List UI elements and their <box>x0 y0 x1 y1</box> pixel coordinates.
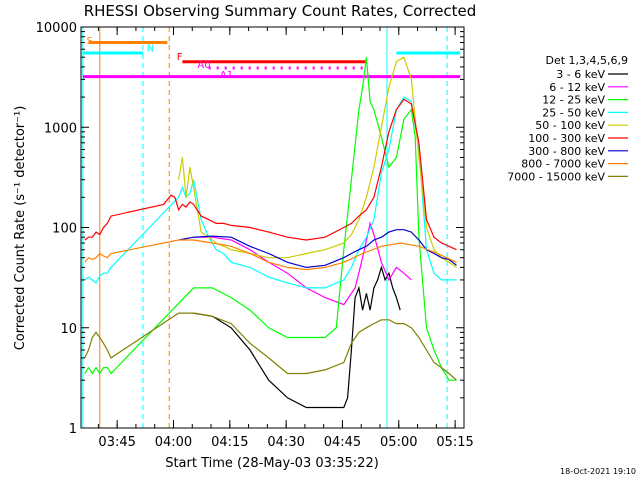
series-line <box>178 56 457 268</box>
legend-label: 50 - 100 keV <box>535 119 605 132</box>
x-tick-label: 04:00 <box>155 435 192 450</box>
y-tick-label: 10000 <box>36 21 77 36</box>
x-tick-label: 05:00 <box>380 435 417 450</box>
series-line <box>193 221 412 306</box>
series-line <box>178 229 457 269</box>
x-tick-label: 03:45 <box>98 435 135 450</box>
x-axis-label: Start Time (28-May-03 03:35:22) <box>165 456 379 471</box>
y-tick-label: 100 <box>52 222 77 237</box>
flag-label: A1 <box>220 70 233 81</box>
x-tick-label: 04:30 <box>267 435 304 450</box>
plot-frame <box>80 26 465 429</box>
x-tick-label: 05:15 <box>436 435 473 450</box>
series-line <box>193 265 401 409</box>
footer-timestamp: 18-Oct-2021 19:10 <box>560 467 636 476</box>
legend-label: 100 - 300 keV <box>528 132 605 145</box>
series-line <box>84 239 457 271</box>
legend-label: 800 - 7000 keV <box>521 158 605 171</box>
x-tick-label: 04:45 <box>324 435 361 450</box>
plot-area: S N F A0 A1 <box>82 27 461 428</box>
series-line <box>84 57 457 381</box>
legend-label: 12 - 25 keV <box>542 94 605 107</box>
flag-label: A0 <box>197 60 210 71</box>
x-axis: 03:45 04:00 04:15 04:30 04:45 05:00 05:15 <box>97 27 474 450</box>
legend-label: 300 - 800 keV <box>528 145 605 158</box>
legend-label: 6 - 12 keV <box>549 81 605 94</box>
legend-title: Det 1,3,4,5,6,9 <box>545 54 628 67</box>
series-line <box>84 98 457 251</box>
y-axis: 1 10 100 1000 10000 <box>36 21 464 437</box>
legend-label: 25 - 50 keV <box>542 106 605 119</box>
flag-label: S <box>87 36 93 47</box>
flag-label: F <box>177 52 183 63</box>
y-axis-label: Corrected Count Rate (s⁻¹ detector⁻¹) <box>13 106 28 351</box>
chart-title: RHESSI Observing Summary Count Rates, Co… <box>84 2 477 20</box>
series-line <box>84 96 457 289</box>
y-tick-label: 10 <box>60 322 77 337</box>
series-line <box>84 312 457 381</box>
legend-label: 3 - 6 keV <box>556 68 605 81</box>
y-tick-label: 1000 <box>44 121 77 136</box>
x-tick-label: 04:15 <box>211 435 248 450</box>
flag-label: N <box>147 43 154 54</box>
legend-label: 7000 - 15000 keV <box>507 170 605 183</box>
y-tick-label: 1 <box>69 422 77 437</box>
